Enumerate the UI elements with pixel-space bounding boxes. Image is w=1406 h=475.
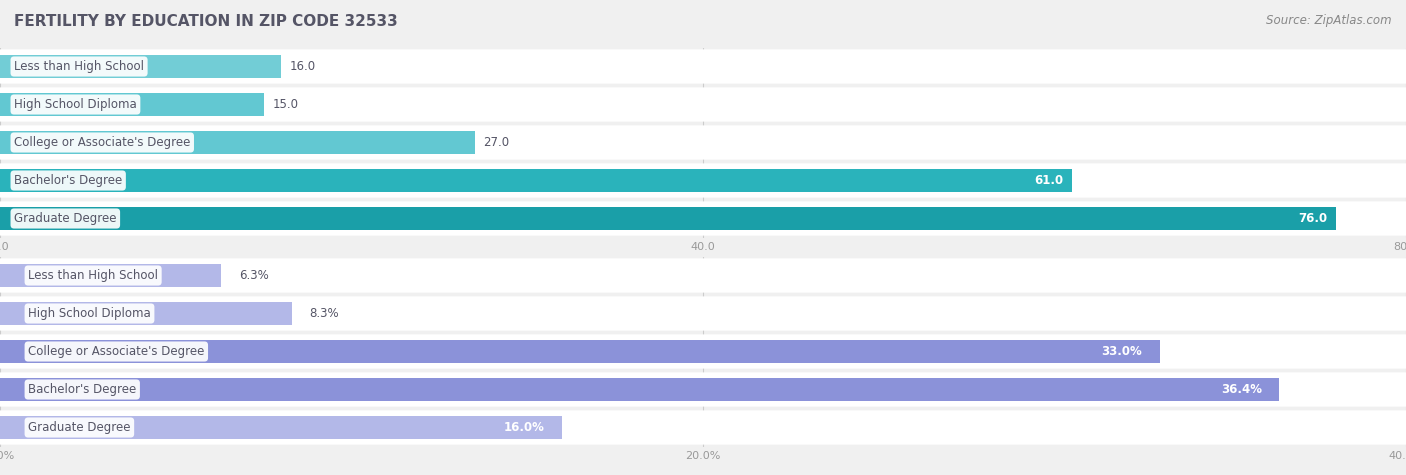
Text: 76.0: 76.0 <box>1298 212 1327 225</box>
Text: 16.0%: 16.0% <box>503 421 544 434</box>
Bar <box>0 378 1279 401</box>
Bar <box>0 264 222 287</box>
Bar <box>0 93 264 116</box>
Bar <box>0 207 1336 230</box>
Text: 6.3%: 6.3% <box>239 269 269 282</box>
Text: FERTILITY BY EDUCATION IN ZIP CODE 32533: FERTILITY BY EDUCATION IN ZIP CODE 32533 <box>14 14 398 29</box>
Text: 16.0: 16.0 <box>290 60 316 73</box>
Text: Bachelor's Degree: Bachelor's Degree <box>28 383 136 396</box>
Text: 15.0: 15.0 <box>273 98 298 111</box>
Text: High School Diploma: High School Diploma <box>28 307 150 320</box>
Bar <box>0 169 1073 192</box>
Bar <box>0 416 562 439</box>
Bar <box>0 131 475 154</box>
Text: Graduate Degree: Graduate Degree <box>14 212 117 225</box>
Bar <box>0 340 1160 363</box>
Text: 36.4%: 36.4% <box>1220 383 1263 396</box>
Text: 61.0: 61.0 <box>1035 174 1063 187</box>
Text: College or Associate's Degree: College or Associate's Degree <box>14 136 190 149</box>
FancyBboxPatch shape <box>0 125 1406 160</box>
Bar <box>0 55 281 78</box>
Text: 33.0%: 33.0% <box>1102 345 1142 358</box>
FancyBboxPatch shape <box>0 372 1406 407</box>
FancyBboxPatch shape <box>0 49 1406 84</box>
Text: Less than High School: Less than High School <box>14 60 143 73</box>
Text: Bachelor's Degree: Bachelor's Degree <box>14 174 122 187</box>
Text: College or Associate's Degree: College or Associate's Degree <box>28 345 204 358</box>
Bar <box>0 302 292 325</box>
Text: Graduate Degree: Graduate Degree <box>28 421 131 434</box>
FancyBboxPatch shape <box>0 258 1406 293</box>
FancyBboxPatch shape <box>0 334 1406 369</box>
FancyBboxPatch shape <box>0 201 1406 236</box>
Text: 8.3%: 8.3% <box>309 307 339 320</box>
FancyBboxPatch shape <box>0 87 1406 122</box>
Text: High School Diploma: High School Diploma <box>14 98 136 111</box>
Text: Less than High School: Less than High School <box>28 269 157 282</box>
FancyBboxPatch shape <box>0 163 1406 198</box>
FancyBboxPatch shape <box>0 296 1406 331</box>
Text: Source: ZipAtlas.com: Source: ZipAtlas.com <box>1267 14 1392 27</box>
FancyBboxPatch shape <box>0 410 1406 445</box>
Text: 27.0: 27.0 <box>484 136 509 149</box>
